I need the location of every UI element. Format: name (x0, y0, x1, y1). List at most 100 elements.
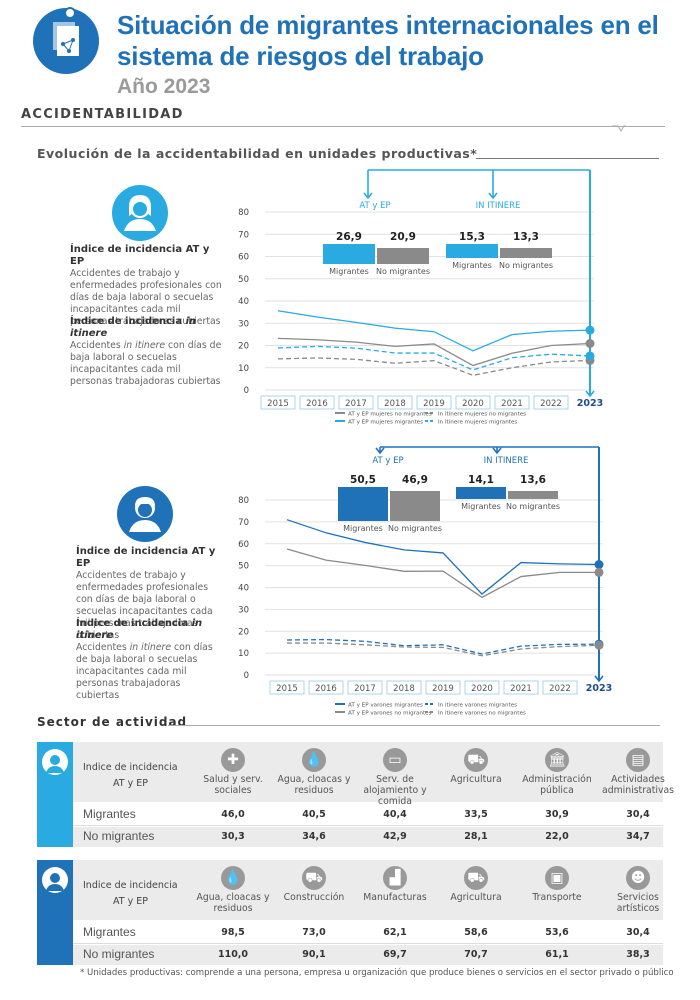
x-tick-label: 2021 (501, 399, 523, 409)
series-end-point (594, 567, 604, 577)
callout-value: 14,1 (468, 474, 494, 486)
sector-name: Manufacturas (363, 892, 427, 903)
legend-label: AT y EP varones no migrantes (348, 711, 432, 717)
plus-icon: ✚ (221, 748, 245, 772)
year-box (338, 395, 374, 410)
legend-label: AT y EP mujeres migrantes (348, 420, 423, 426)
section-divider (21, 126, 665, 127)
men-itinere-text: Accidentes in itinere con días de baja l… (76, 642, 213, 701)
y-tick-label: 80 (238, 208, 249, 218)
legend-label: AT y EP mujeres no migrantes (348, 412, 432, 418)
sector-name: Serv. de alojamiento y comida (363, 774, 427, 807)
y-tick-label: 0 (244, 386, 249, 396)
callout-bar (500, 248, 552, 258)
y-tick-label: 70 (238, 518, 249, 528)
men-row-migrantes (37, 923, 663, 944)
callout-value: 13,3 (513, 231, 539, 243)
sector-value-no-migrantes: 22,0 (545, 831, 569, 842)
callout-group-label: AT y EP (372, 456, 403, 466)
x-tick-label: 2018 (393, 684, 415, 694)
year-box (416, 395, 452, 410)
callout-value: 20,9 (390, 231, 416, 243)
y-tick-label: 60 (238, 253, 249, 263)
men-atep-description: Índice de incidencia AT y EP Accidentes … (76, 546, 226, 642)
women-itinere-text: Accidentes in itinere con días de baja l… (70, 340, 222, 387)
women-incidence-chart: 0 10 20 30 40 50 60 70 80 2015 2016 2017 2018 2019 202… (238, 169, 607, 426)
callout-group-label: IN ITINERE (484, 456, 529, 466)
sector-column-header: ⛟ Agricultura (436, 742, 516, 785)
callout-bar-label: Migrantes (452, 261, 492, 270)
year-box (533, 395, 569, 410)
series-line (277, 357, 591, 376)
callout-bar-label: No migrantes (376, 267, 430, 276)
highlight-arrow (594, 675, 604, 683)
men-itinere-description: Índice de incidencia in itinere Accident… (76, 618, 226, 702)
callout-bar (377, 248, 429, 264)
series-end-point (585, 351, 595, 361)
callout-bar (323, 244, 375, 264)
water-drop-icon: 💧 (302, 748, 326, 772)
y-tick-label: 0 (244, 671, 249, 681)
year-box (347, 680, 383, 695)
legend-label: In itinere varones migrantes (438, 703, 517, 709)
men-atep-title: Índice de incidencia AT y EP (76, 546, 216, 569)
year-box (308, 680, 344, 695)
series-line (277, 345, 591, 371)
callout-bar-label: No migrantes (499, 261, 553, 270)
callout-arrow-head (488, 192, 498, 200)
x-tick-label: 2020 (471, 684, 493, 694)
women-sector-table: Indice de incidencia AT y EP Migrantes N… (37, 742, 674, 848)
sector-value-no-migrantes: 38,3 (626, 949, 650, 960)
series-line (277, 337, 591, 367)
men-row-label-migrantes: Migrantes (83, 925, 136, 939)
section-heading: ACCIDENTABILIDAD (21, 107, 184, 122)
y-tick-label: 50 (238, 562, 249, 572)
year-box (455, 395, 491, 410)
y-tick-label: 20 (238, 342, 249, 352)
woman-avatar-icon (112, 185, 168, 241)
y-tick-label: 30 (238, 319, 249, 329)
sector-value-no-migrantes: 70,7 (464, 949, 488, 960)
year-box (377, 395, 413, 410)
sector-value-migrantes: 30,4 (626, 927, 650, 938)
sector-value-no-migrantes: 42,9 (383, 831, 407, 842)
sector-name: Salud y serv. sociales (203, 774, 263, 796)
decorative-dot (64, 7, 76, 19)
year-box (464, 680, 500, 695)
sector-value-no-migrantes: 110,0 (217, 949, 249, 960)
callout-arrow-head (363, 192, 373, 200)
tractor-icon: ⛟ (464, 866, 488, 890)
callout-group-label: AT y EP (359, 201, 390, 211)
sector-value-no-migrantes: 28,1 (464, 831, 488, 842)
sector-value-migrantes: 30,9 (545, 809, 569, 820)
women-row-label-migrantes: Migrantes (83, 807, 136, 821)
sector-value-no-migrantes: 61,1 (545, 949, 569, 960)
sector-title: Sector de actividad (37, 715, 188, 729)
year-box (573, 396, 607, 409)
callout-bar (456, 487, 506, 499)
series-end-point (585, 338, 595, 348)
y-tick-label: 30 (238, 605, 249, 615)
men-incidence-chart: 0 10 20 30 40 50 60 70 80 2015 2016 2017 2018 2019 202… (238, 446, 616, 717)
series-end-point (594, 560, 604, 570)
series-line (286, 519, 600, 595)
callout-bar-label: Migrantes (343, 524, 383, 533)
callout-bar (508, 491, 558, 499)
year-box (386, 680, 422, 695)
women-itinere-title: Índice de incidencia in itinere (70, 316, 197, 339)
sector-divider (168, 725, 660, 726)
y-tick-label: 40 (238, 297, 249, 307)
sector-name: Construcción (283, 892, 345, 903)
callout-value: 26,9 (336, 231, 362, 243)
sector-column-header: ▤ Actividades administrativas (598, 742, 678, 796)
sector-value-no-migrantes: 69,7 (383, 949, 407, 960)
x-tick-label: 2022 (549, 684, 571, 694)
men-row-no-migrantes (37, 945, 663, 965)
men-atep-text: Accidentes de trabajo y enfermedades pro… (76, 570, 213, 641)
women-itinere-description: Índice de incidencia in itinere Accident… (70, 316, 222, 388)
series-line (286, 638, 600, 655)
tractor-icon: ⛟ (464, 748, 488, 772)
sector-name: Transporte (532, 892, 582, 903)
sector-value-migrantes: 53,6 (545, 927, 569, 938)
x-tick-label: 2023 (577, 398, 603, 409)
